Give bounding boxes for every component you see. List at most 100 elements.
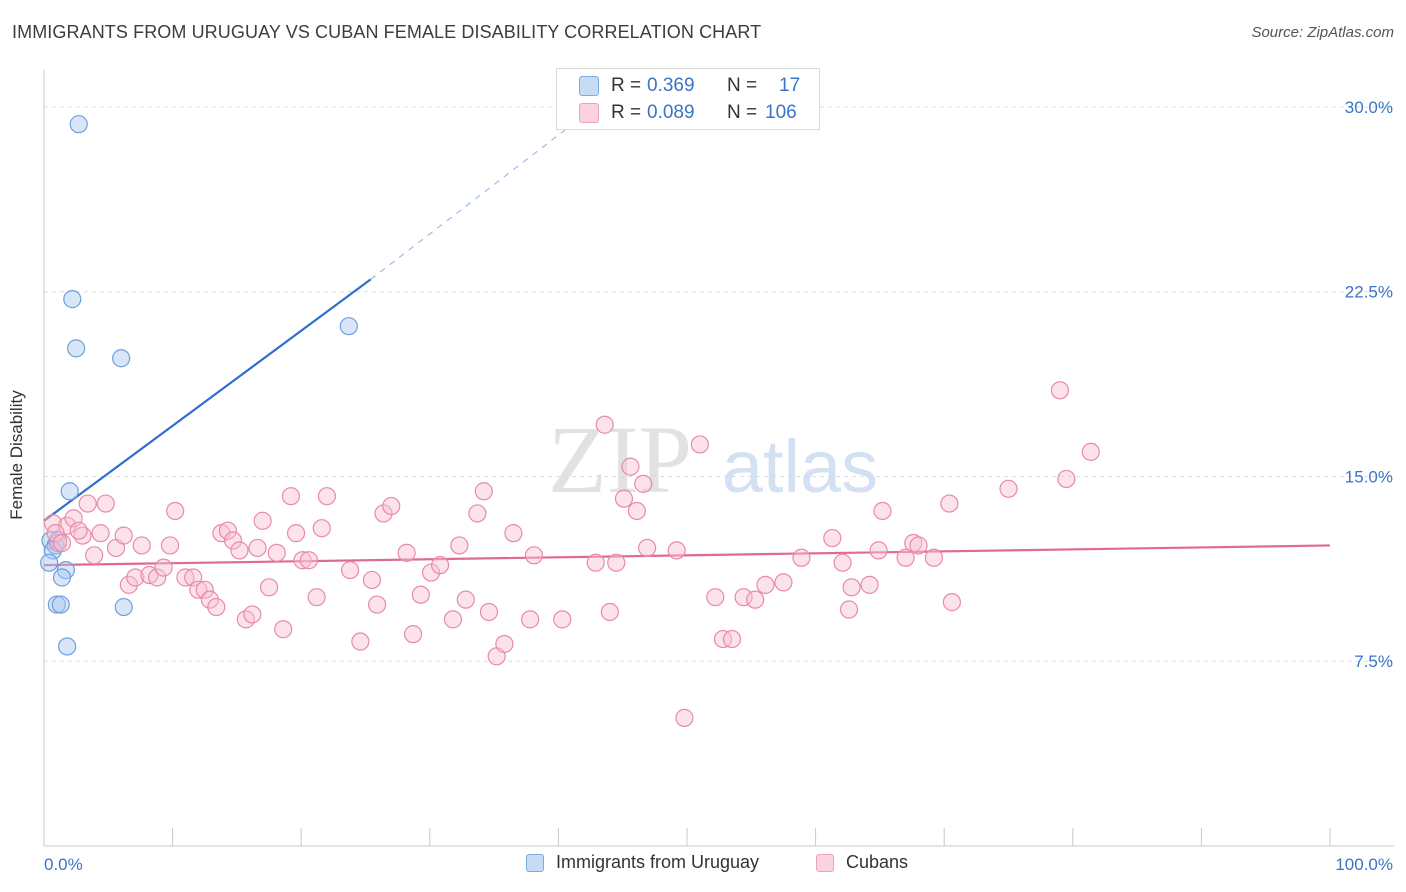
- point-cubans: [873, 501, 892, 521]
- watermark: ZIP atlas: [548, 406, 878, 513]
- point-cubans: [91, 524, 110, 543]
- point-cubans: [614, 489, 634, 508]
- point-cubans: [253, 511, 272, 530]
- point-cubans: [46, 524, 65, 543]
- point-cubans: [248, 538, 267, 558]
- point-cubans: [607, 553, 626, 572]
- point-cubans: [230, 541, 249, 560]
- point-cubans: [638, 538, 657, 558]
- point-cubans: [299, 551, 319, 570]
- y-tick-label: 22.5%: [1345, 283, 1393, 302]
- point-cubans: [397, 543, 416, 562]
- point-cubans: [474, 482, 493, 501]
- stats-r-value: 0.089: [647, 102, 695, 123]
- point-cubans: [154, 558, 173, 577]
- point-cubans: [126, 568, 145, 587]
- point-cubans: [690, 435, 709, 454]
- stats-swatch-cubans: [579, 103, 599, 123]
- stats-n-value: 106: [765, 102, 797, 123]
- legend-label-cubans: Cubans: [846, 852, 909, 872]
- stats-row-cubans: R = 0.089 N = 106: [579, 101, 797, 125]
- point-cubans: [823, 528, 842, 548]
- point-cubans: [746, 590, 765, 609]
- grid-lines: [44, 106, 1394, 662]
- legend-item-uruguay[interactable]: Immigrants from Uruguay: [526, 852, 759, 873]
- point-cubans: [274, 620, 293, 639]
- axes: [43, 70, 1394, 847]
- point-cubans: [243, 605, 262, 624]
- point-cubans: [1081, 442, 1100, 461]
- stats-legend: R = 0.369 N = 17 R = 0.089 N = 106: [556, 68, 820, 130]
- point-cubans: [833, 553, 852, 572]
- point-uruguay: [40, 553, 59, 572]
- point-cubans: [1050, 381, 1070, 400]
- point-cubans: [553, 610, 572, 629]
- point-cubans: [307, 588, 326, 607]
- point-cubans: [595, 415, 614, 434]
- point-cubans: [896, 548, 915, 567]
- point-uruguay: [67, 339, 86, 358]
- stats-row-uruguay: R = 0.369 N = 17: [579, 74, 800, 98]
- point-cubans: [706, 588, 725, 607]
- stats-n-label: N =: [727, 102, 758, 123]
- point-cubans: [586, 553, 605, 572]
- point-uruguay: [52, 568, 72, 587]
- point-cubans: [78, 494, 97, 513]
- y-tick-label: 30.0%: [1345, 98, 1393, 117]
- point-cubans: [367, 595, 387, 614]
- point-cubans: [734, 588, 753, 607]
- y-tick-label: 7.5%: [1354, 652, 1393, 671]
- y-tick-label: 15.0%: [1345, 467, 1393, 486]
- point-cubans: [450, 536, 469, 555]
- point-cubans: [860, 575, 879, 594]
- point-cubans: [468, 504, 487, 523]
- stats-swatch-uruguay: [579, 76, 599, 96]
- point-cubans: [504, 524, 523, 543]
- trend-line-uruguay-extension: [370, 128, 567, 280]
- point-cubans: [132, 536, 151, 555]
- point-cubans: [479, 602, 499, 622]
- point-cubans: [362, 570, 382, 590]
- point-cubans: [924, 548, 944, 567]
- chart-title: IMMIGRANTS FROM URUGUAY VS CUBAN FEMALE …: [12, 22, 762, 42]
- point-cubans: [774, 573, 793, 592]
- point-cubans: [667, 541, 686, 560]
- point-uruguay: [51, 595, 70, 614]
- point-cubans: [189, 580, 208, 599]
- point-cubans: [792, 548, 811, 567]
- watermark-atlas: atlas: [722, 425, 878, 508]
- point-cubans: [351, 632, 370, 651]
- point-cubans: [627, 501, 646, 521]
- point-cubans: [521, 610, 540, 629]
- point-cubans: [317, 487, 337, 506]
- legend-swatch-cubans: [816, 853, 834, 872]
- point-cubans: [69, 521, 88, 540]
- point-cubans: [374, 504, 393, 523]
- point-cubans: [85, 546, 104, 565]
- data-points: [40, 115, 1100, 727]
- point-cubans: [495, 634, 514, 654]
- point-uruguay: [114, 597, 133, 617]
- point-cubans: [456, 590, 475, 609]
- point-cubans: [942, 593, 962, 612]
- tick-labels: 7.5% 15.0% 22.5% 30.0% 0.0% 100.0%: [44, 98, 1393, 874]
- source-label: Source: ZipAtlas.com: [1251, 24, 1394, 41]
- x-tick-label-left: 0.0%: [44, 855, 83, 874]
- point-cubans: [281, 487, 301, 506]
- point-uruguay: [69, 115, 88, 134]
- trend-line-cubans: [43, 544, 1331, 567]
- point-cubans: [621, 457, 640, 476]
- point-cubans: [600, 602, 619, 622]
- point-cubans: [634, 474, 653, 493]
- legend-item-cubans[interactable]: Cubans: [816, 852, 908, 873]
- point-cubans: [166, 501, 185, 521]
- point-uruguay: [60, 482, 79, 501]
- point-uruguay: [339, 317, 358, 336]
- stats-n-value: 17: [779, 75, 801, 96]
- point-cubans: [839, 600, 859, 619]
- point-cubans: [403, 625, 423, 644]
- legend-label-uruguay: Immigrants from Uruguay: [556, 852, 760, 872]
- point-cubans: [1057, 469, 1076, 489]
- point-cubans: [218, 521, 237, 540]
